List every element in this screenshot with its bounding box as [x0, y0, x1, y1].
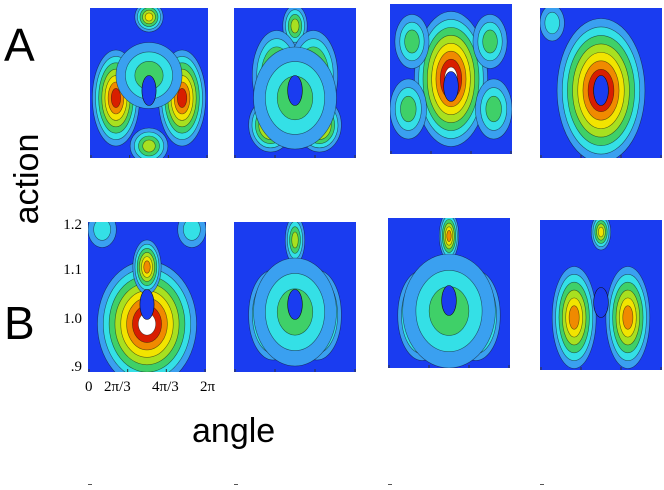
contour-panel-a3 — [390, 4, 512, 154]
y-tick-label: 1.1 — [63, 262, 82, 278]
contour-hole — [593, 287, 609, 318]
row-label-b: B — [4, 297, 35, 349]
contour-level — [110, 88, 121, 108]
contour-level — [177, 88, 188, 108]
contour-level — [622, 305, 634, 330]
y-tick-label: .9 — [70, 359, 82, 375]
x-tick-label: 2π/3 — [104, 379, 131, 395]
contour-level — [143, 260, 151, 274]
contour-level — [93, 222, 111, 241]
contour-level — [400, 95, 417, 123]
tick-mark — [388, 484, 392, 485]
contour-panel-a1 — [90, 8, 208, 158]
contour-hole — [287, 75, 303, 106]
x-axis-title: angle — [192, 412, 276, 450]
contour-hole — [443, 71, 459, 102]
contour-panel-b1 — [88, 222, 206, 372]
contour-level — [485, 95, 502, 123]
y-tick-label: 1.2 — [63, 217, 82, 233]
contour-level — [142, 139, 156, 153]
contour-level — [544, 11, 560, 35]
contour-hole — [139, 289, 155, 320]
contour-hole — [287, 289, 303, 320]
y-tick-label: 1.0 — [63, 311, 82, 327]
contour-panel-b4 — [540, 220, 662, 370]
contour-level — [568, 305, 580, 330]
contour-panel-b3 — [388, 218, 510, 368]
x-tick-label: 2π — [200, 379, 216, 395]
contour-level — [404, 29, 420, 54]
tick-mark — [234, 484, 238, 485]
contour-level — [183, 222, 201, 241]
contour-panel-a2 — [234, 8, 356, 158]
contour-hole — [593, 75, 609, 106]
contour-level — [144, 12, 154, 22]
contour-level — [446, 230, 452, 242]
x-tick-label: 0 — [85, 379, 93, 395]
row-label-a: A — [4, 19, 35, 71]
contour-panel-a4 — [540, 8, 662, 158]
contour-level — [598, 226, 604, 238]
contour-hole — [141, 75, 157, 106]
x-tick-label: 4π/3 — [152, 379, 179, 395]
contour-level — [482, 29, 498, 54]
contour-level — [290, 18, 300, 34]
tick-mark — [88, 484, 92, 485]
contour-level — [291, 231, 299, 249]
y-axis-title: action — [8, 133, 46, 225]
tick-mark — [540, 484, 544, 485]
contour-panel-b2 — [234, 222, 356, 372]
contour-hole — [441, 285, 457, 316]
